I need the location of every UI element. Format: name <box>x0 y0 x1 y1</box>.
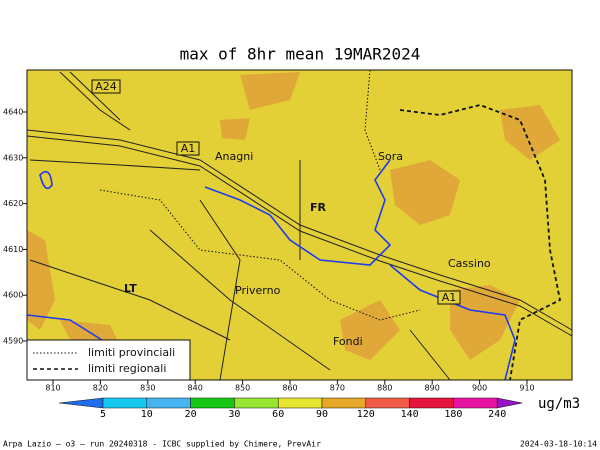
place-label: Priverno <box>235 284 281 297</box>
place-labels: A24 A1 A1 Anagni Sora FR Cassino Privern… <box>91 79 491 348</box>
x-tick-label: 910 <box>519 384 534 393</box>
colorbar-segment <box>102 397 148 409</box>
place-label: Fondi <box>333 335 363 348</box>
colorbar-segment <box>365 397 410 409</box>
colorbar-label: 30 <box>228 409 240 420</box>
province-label: FR <box>310 201 327 214</box>
colorbar-segment <box>234 397 279 409</box>
x-tick-label: 870 <box>330 384 345 393</box>
province-label: LT <box>124 282 137 295</box>
legend: limiti provinciali limiti regionali <box>26 339 191 381</box>
x-tick-label: 840 <box>188 384 203 393</box>
colorbar-label: 180 <box>444 409 462 420</box>
colorbar-label: 5 <box>100 409 106 420</box>
colorbar-segment <box>321 397 367 409</box>
x-tick-label: 830 <box>140 384 155 393</box>
map-area: A24 A1 A1 Anagni Sora FR Cassino Privern… <box>26 69 573 381</box>
colorbar-label: 60 <box>272 409 284 420</box>
y-tick-label: 4630 <box>3 153 23 162</box>
colorbar-label: 90 <box>316 409 328 420</box>
colorbar-label: 120 <box>357 409 375 420</box>
legend-label: limiti regionali <box>88 362 166 375</box>
colorbar-segment <box>190 397 235 409</box>
place-label: Anagni <box>215 150 253 163</box>
a1-shield <box>176 141 200 156</box>
colorbar-segment <box>409 397 454 409</box>
regional-boundary <box>399 104 562 381</box>
colorbar-segment <box>277 397 323 409</box>
colorbar-label: 20 <box>185 409 197 420</box>
x-tick-label: 850 <box>235 384 250 393</box>
map-frame <box>26 69 573 381</box>
x-tick-label: 820 <box>93 384 108 393</box>
colorbar-segment <box>453 397 498 409</box>
road-label: A1 <box>181 142 196 155</box>
x-tick-label: 880 <box>377 384 392 393</box>
colorbar-label: 10 <box>141 409 153 420</box>
colorbar-unit: ug/m3 <box>538 396 580 412</box>
y-tick-label: 4640 <box>3 108 23 117</box>
colorbar-end <box>59 397 104 409</box>
colorbar: 5 10 20 30 60 90 120 140 180 240 <box>59 397 523 420</box>
x-tick-label: 810 <box>45 384 60 393</box>
y-tick-label: 4590 <box>3 337 23 346</box>
y-tick-label: 4620 <box>3 199 23 208</box>
colorbar-label: 140 <box>401 409 419 420</box>
provincial-boundaries <box>99 69 421 321</box>
y-tick-label: 4600 <box>3 291 23 300</box>
y-tick-label: 4610 <box>3 245 23 254</box>
road-label: A1 <box>442 291 457 304</box>
rivers <box>26 159 516 381</box>
x-tick-label: 860 <box>282 384 297 393</box>
legend-label: limiti provinciali <box>88 346 175 359</box>
place-label: Sora <box>378 150 403 163</box>
footer-right: 2024-03-18-10:14 <box>520 440 597 449</box>
road-label: A24 <box>95 80 117 93</box>
place-label: Cassino <box>448 257 491 270</box>
map-title: max of 8hr mean 19MAR2024 <box>180 45 421 64</box>
roads <box>26 71 573 381</box>
colorbar-label: 240 <box>488 409 506 420</box>
x-tick-label: 890 <box>425 384 440 393</box>
colorbar-segment <box>146 397 191 409</box>
colorbar-end <box>496 397 523 409</box>
a24-shield <box>91 79 121 94</box>
a1-shield <box>437 290 461 305</box>
footer-left: Arpa Lazio — o3 — run 20240318 - ICBC su… <box>3 440 321 449</box>
x-tick-label: 900 <box>472 384 487 393</box>
